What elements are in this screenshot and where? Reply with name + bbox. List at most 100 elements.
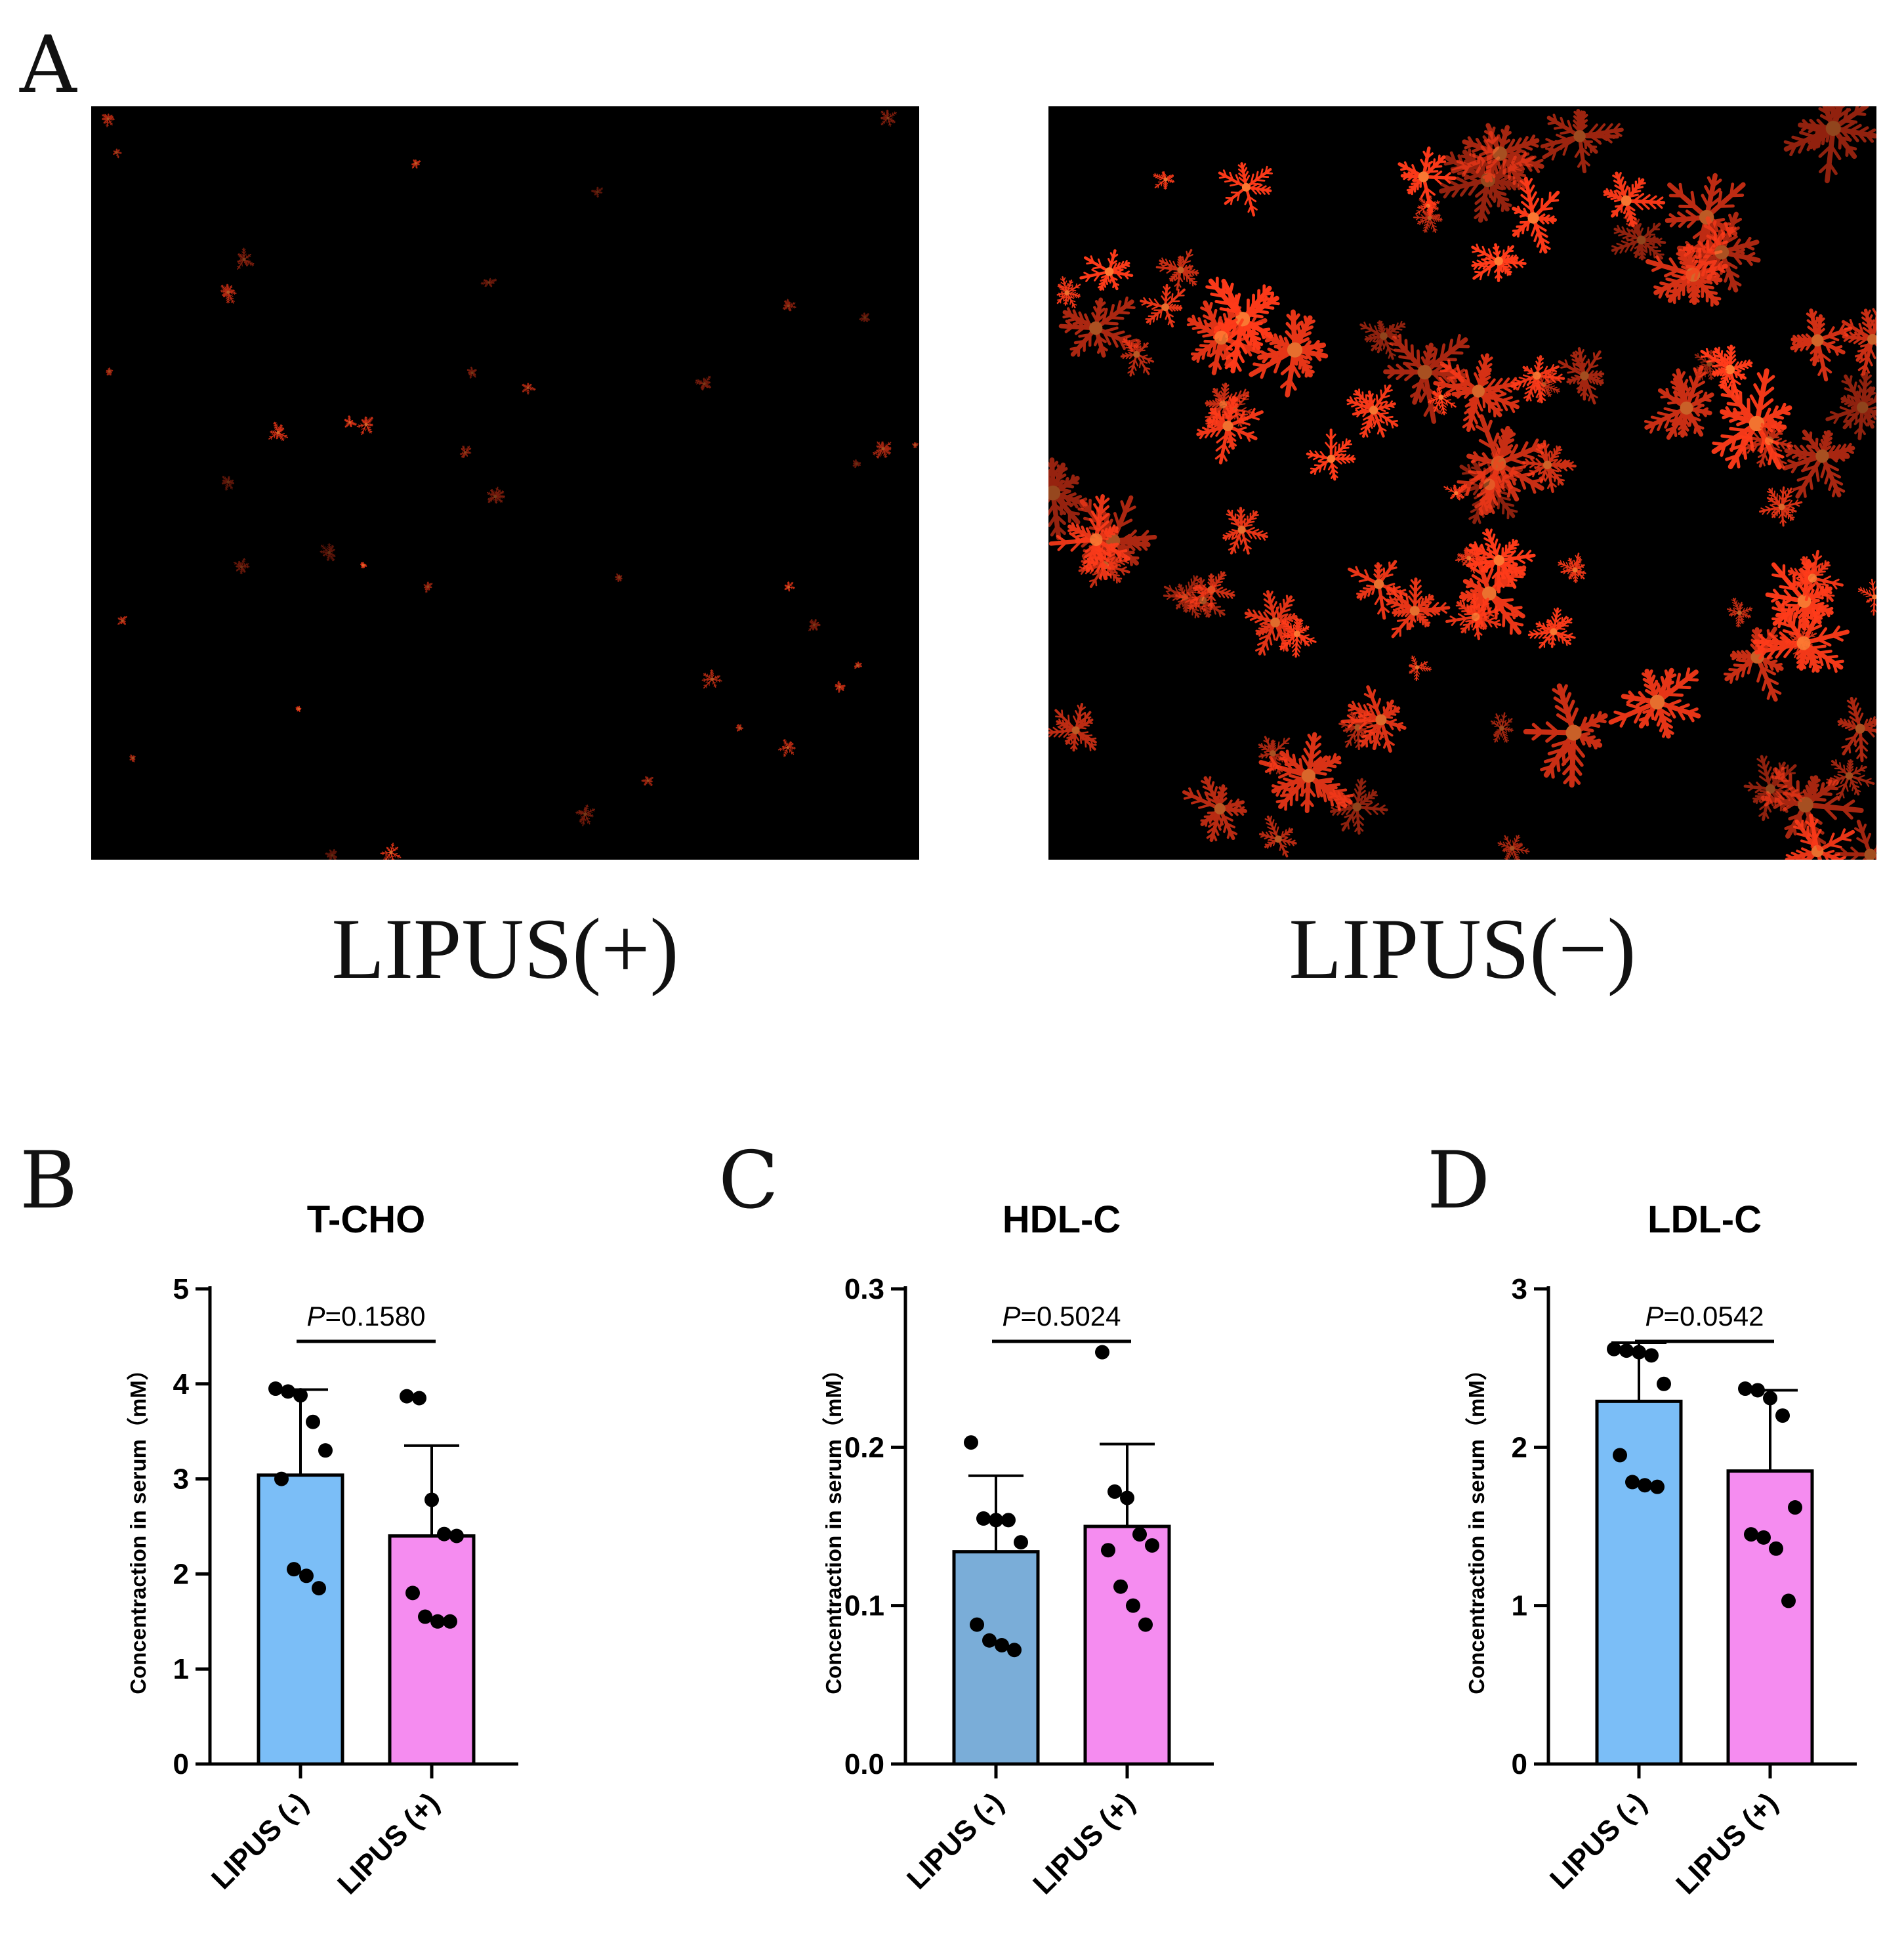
p-value-label: P=0.0542 (1645, 1301, 1764, 1332)
data-point (312, 1581, 326, 1596)
crystal (268, 421, 288, 441)
crystal (356, 416, 374, 436)
crystal (1409, 655, 1432, 681)
crystal (1540, 108, 1624, 174)
data-point (318, 1443, 333, 1458)
crystal (782, 299, 797, 312)
crystal (694, 375, 711, 390)
data-point (400, 1389, 414, 1404)
crystal (1644, 365, 1714, 440)
crystal (102, 113, 115, 128)
crystal (480, 278, 497, 287)
crystal (1743, 755, 1805, 822)
panel-letter-b: B (20, 1135, 78, 1227)
crystal (1048, 703, 1097, 752)
crystal (1218, 162, 1273, 217)
crystal (295, 705, 302, 713)
crystal (1783, 106, 1876, 184)
data-point (1644, 1348, 1659, 1363)
crystal (423, 581, 433, 593)
data-point (976, 1511, 991, 1526)
crystal (117, 616, 127, 625)
crystal (873, 441, 892, 459)
crystal (1048, 494, 1130, 581)
chart-t-cho-svg: T-CHO Concentraction in serum（mM） 0 1 2 3 4 5 LI… (126, 1198, 518, 1900)
crystal (1346, 384, 1399, 438)
crystal (1222, 507, 1268, 555)
data-point (1788, 1500, 1802, 1515)
crystal (1466, 528, 1536, 594)
chart-title: T-CHO (307, 1198, 425, 1241)
crystal (1758, 486, 1803, 527)
data-point (1763, 1391, 1777, 1406)
crystal (1415, 195, 1440, 217)
crystal (344, 415, 357, 428)
micrograph-lipus-minus (1048, 106, 1876, 860)
y-tick-label: 1 (173, 1653, 189, 1685)
y-tick-label: 0.3 (844, 1273, 884, 1305)
bar (1595, 1399, 1683, 1766)
crystal (777, 739, 796, 757)
crystal (1182, 776, 1247, 842)
crystal (320, 543, 336, 562)
crystal (1739, 423, 1794, 469)
crystal (1711, 368, 1792, 470)
crystal (575, 805, 595, 827)
crystal (1787, 549, 1844, 602)
data-point (443, 1614, 457, 1629)
y-axis-label: Concentraction in serum（mM） (1464, 1358, 1489, 1694)
crystal (835, 681, 846, 693)
crystal (1155, 249, 1199, 291)
data-point (982, 1633, 997, 1648)
crystal (1140, 284, 1186, 327)
crystal (615, 573, 623, 582)
data-point (306, 1414, 320, 1429)
crystal (1497, 834, 1530, 860)
bar (952, 1550, 1040, 1766)
crystal (859, 312, 870, 322)
crystal (1752, 599, 1850, 673)
x-category-label: LIPUS (-) (901, 1786, 1010, 1895)
crystal (701, 669, 722, 689)
chart-hdl-c-svg: HDL-C Concentraction in serum（mM） 0.0 0.1 0.… (821, 1198, 1214, 1900)
crystal (129, 754, 136, 763)
data-point (995, 1638, 1009, 1652)
bar (1083, 1524, 1171, 1766)
crystal (1427, 385, 1457, 415)
data-point (970, 1617, 984, 1632)
crystal (1457, 448, 1523, 524)
crystal (1782, 429, 1855, 499)
crystal (1443, 484, 1468, 501)
x-category-label: LIPUS (+) (1027, 1786, 1141, 1900)
chart-hdl-c: HDL-C Concentraction in serum（mM） 0.0 0.1 0.… (695, 1181, 1325, 1953)
crystal (911, 442, 919, 448)
y-tick-label: 5 (173, 1273, 189, 1305)
data-point (1657, 1376, 1671, 1391)
crystal (1611, 212, 1666, 261)
y-tick-label: 0.1 (844, 1590, 884, 1622)
p-value-label: P=0.1580 (306, 1301, 425, 1332)
crystal (1048, 457, 1088, 541)
data-point (1613, 1448, 1627, 1463)
data-point (449, 1528, 464, 1544)
chart-t-cho: T-CHO Concentraction in serum（mM） 0 1 2 3 4 5 LI… (0, 1181, 630, 1953)
x-category-label: LIPUS (+) (1670, 1786, 1784, 1900)
crystal (1455, 546, 1483, 574)
crystal (380, 843, 402, 860)
panel-letter-c: C (718, 1135, 779, 1227)
chart-ldl-c-svg: LDL-C Concentraction in serum（mM） 0 1 2 3 LIPU… (1464, 1198, 1857, 1900)
chart-title: LDL-C (1647, 1198, 1762, 1241)
data-point (1738, 1381, 1752, 1396)
crystal (221, 475, 235, 491)
data-point (1001, 1513, 1016, 1528)
crystal (1196, 395, 1264, 465)
crystal (1249, 309, 1329, 398)
crystal (466, 366, 477, 379)
micrograph-lipus-minus-canvas (1048, 106, 1876, 860)
data-point (1132, 1527, 1147, 1542)
data-point (989, 1513, 1003, 1528)
data-point (1750, 1383, 1765, 1398)
crystal (1153, 171, 1175, 190)
crystal-cluster-group (1048, 106, 1876, 860)
crystal (852, 459, 861, 469)
